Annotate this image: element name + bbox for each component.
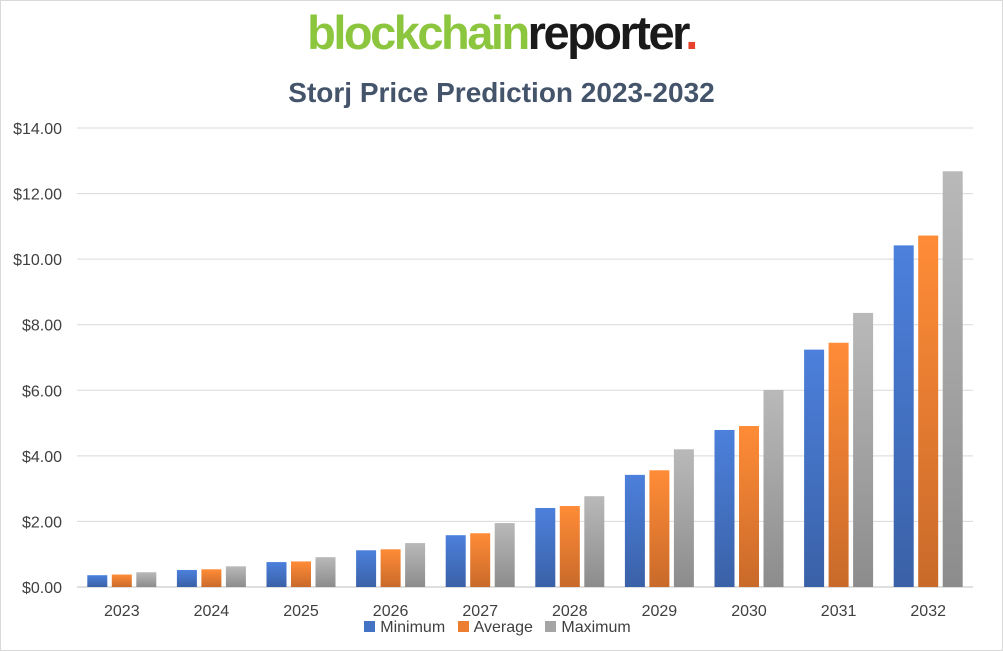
x-tick-label: 2032 xyxy=(910,603,946,620)
y-tick-label: $12.00 xyxy=(13,187,62,204)
legend-swatch-minimum xyxy=(364,621,376,632)
y-tick-label: $0.00 xyxy=(22,580,62,597)
x-tick-label: 2026 xyxy=(373,603,409,620)
legend-item-minimum: Minimum xyxy=(364,618,445,638)
bar-minimum-2030 xyxy=(714,429,735,587)
legend-swatch-average xyxy=(457,621,469,632)
x-tick-label: 2030 xyxy=(731,603,767,620)
brand-logo: blockchainreporter. xyxy=(1,3,1002,63)
bar-maximum-2032 xyxy=(942,171,963,587)
bar-maximum-2031 xyxy=(853,312,874,587)
bar-average-2029 xyxy=(649,470,670,587)
logo-dot: . xyxy=(685,6,698,59)
y-tick-label: $14.00 xyxy=(13,121,62,138)
x-axis-ticks: 2023 2024 2025 2026 2027 2028 2029 2030 2031 2032 xyxy=(104,603,946,620)
bar-minimum-2028 xyxy=(535,507,556,587)
bar-minimum-2026 xyxy=(356,550,377,587)
legend-item-average: Average xyxy=(457,618,533,638)
bar-maximum-2030 xyxy=(763,389,784,587)
y-tick-label: $10.00 xyxy=(13,252,62,269)
bar-minimum-2024 xyxy=(176,569,197,587)
logo-part-blockchain: blockchain xyxy=(307,6,530,59)
bar-average-2028 xyxy=(559,506,580,587)
x-tick-label: 2025 xyxy=(283,603,319,620)
y-axis-ticks: $0.00 $2.00 $4.00 $6.00 $8.00 $10.00 $12.00 $14… xyxy=(13,121,62,597)
bar-average-2026 xyxy=(380,549,401,587)
bar-average-2027 xyxy=(470,533,491,587)
bar-minimum-2027 xyxy=(445,535,466,587)
legend-label-minimum: Minimum xyxy=(380,619,446,636)
bar-minimum-2025 xyxy=(266,562,287,587)
chart-title: Storj Price Prediction 2023-2032 xyxy=(288,77,715,108)
bars xyxy=(87,171,963,587)
chart-legend: Minimum Average Maximum xyxy=(0,618,1003,638)
bar-maximum-2029 xyxy=(673,449,694,587)
bar-maximum-2024 xyxy=(225,566,246,587)
logo-part-reporter: reporter xyxy=(527,6,688,59)
x-tick-label: 2024 xyxy=(194,603,230,620)
bar-minimum-2023 xyxy=(87,575,108,587)
legend-label-maximum: Maximum xyxy=(561,619,631,636)
bar-minimum-2032 xyxy=(893,245,914,587)
x-tick-label: 2028 xyxy=(552,603,588,620)
legend-swatch-maximum xyxy=(545,621,557,632)
bar-average-2030 xyxy=(739,426,759,587)
x-tick-label: 2029 xyxy=(642,603,678,620)
bar-average-2025 xyxy=(291,561,311,587)
bar-maximum-2027 xyxy=(494,523,515,587)
gridlines xyxy=(77,127,973,588)
y-tick-label: $2.00 xyxy=(22,514,62,531)
x-tick-label: 2031 xyxy=(821,603,857,620)
x-tick-label: 2023 xyxy=(104,603,140,620)
bar-maximum-2025 xyxy=(315,557,336,587)
bar-minimum-2031 xyxy=(804,349,825,587)
legend-label-average: Average xyxy=(473,619,533,636)
bar-maximum-2023 xyxy=(136,572,157,587)
legend-item-maximum: Maximum xyxy=(545,618,631,638)
y-tick-label: $6.00 xyxy=(22,383,62,400)
x-tick-label: 2027 xyxy=(462,603,498,620)
bar-maximum-2026 xyxy=(405,543,426,587)
y-tick-label: $8.00 xyxy=(22,318,62,335)
bar-average-2024 xyxy=(201,569,222,587)
bar-average-2032 xyxy=(918,235,939,587)
bar-maximum-2028 xyxy=(584,496,605,587)
bar-average-2023 xyxy=(111,574,132,587)
bar-average-2031 xyxy=(828,342,849,587)
y-tick-label: $4.00 xyxy=(22,449,62,466)
bar-minimum-2029 xyxy=(624,474,645,587)
